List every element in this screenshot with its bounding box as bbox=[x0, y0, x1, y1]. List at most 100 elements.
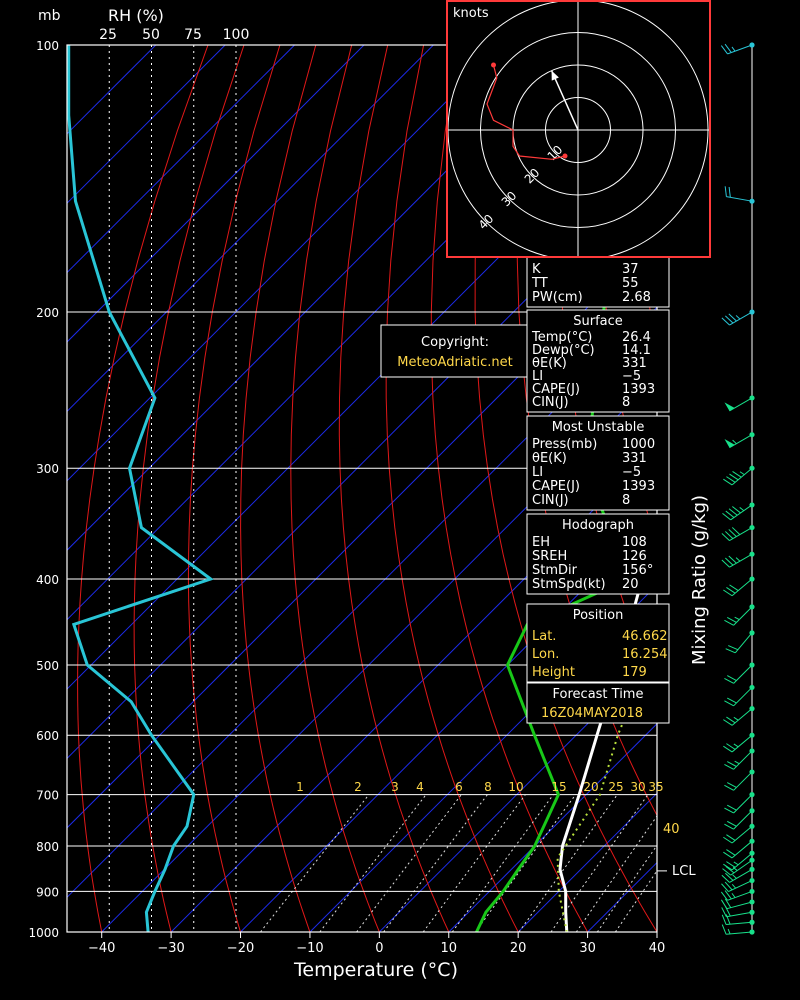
wind-barb bbox=[724, 395, 755, 412]
wind-barb bbox=[721, 524, 755, 542]
hodograph-endpoint bbox=[491, 62, 496, 68]
pressure-label: 600 bbox=[36, 729, 59, 743]
most_unstable-title: Most Unstable bbox=[552, 420, 645, 435]
isotherm-line bbox=[448, 723, 657, 932]
most_unstable-row-label: LI bbox=[532, 465, 543, 480]
pressure-label: 400 bbox=[36, 573, 59, 587]
mixing-ratio-label: 25 bbox=[608, 780, 623, 794]
wind-barb bbox=[724, 748, 755, 770]
pressure-label: 800 bbox=[36, 840, 59, 854]
rh-axis-label: RH (%) bbox=[108, 6, 164, 25]
indices-row-value: 37 bbox=[622, 262, 639, 277]
surface-row-label: LI bbox=[532, 369, 543, 384]
hodograph_params-panel: Hodograph EH 108 SREH 126 StmDir 156° StmSpd(kt… bbox=[526, 513, 670, 595]
pressure-label: 300 bbox=[36, 462, 59, 476]
wind-barbs bbox=[720, 42, 755, 935]
hodograph-endpoint bbox=[562, 153, 568, 159]
most_unstable-row-label: CAPE(J) bbox=[532, 479, 580, 494]
pressure-label: 200 bbox=[36, 306, 59, 320]
x-axis-label: Temperature (°C) bbox=[293, 959, 458, 981]
dry-adiabat-line bbox=[187, 45, 281, 932]
wind-barb bbox=[723, 732, 755, 753]
hodo-ring bbox=[480, 32, 676, 228]
x-tick-label: −10 bbox=[296, 941, 323, 956]
most_unstable-row-value: 331 bbox=[622, 451, 647, 466]
isotherm-line bbox=[67, 45, 295, 274]
hodograph_params-row-label: EH bbox=[532, 535, 550, 550]
surface-row-label: Dewp(°C) bbox=[532, 343, 595, 358]
dry-adiabat-line bbox=[783, 45, 800, 932]
position-title: Position bbox=[573, 608, 624, 623]
wind-barb bbox=[721, 309, 755, 326]
side-label-40: 40 bbox=[663, 822, 680, 837]
mixing-ratio-axis-label: Mixing Ratio (g/kg) bbox=[689, 495, 710, 665]
rh-grid-lines bbox=[108, 45, 237, 932]
storm-motion-arrow bbox=[550, 70, 579, 131]
mixing-ratio-line bbox=[422, 794, 526, 932]
position-row-label: Height bbox=[532, 665, 575, 680]
most_unstable-panel: Most Unstable Press(mb) 1000 θE(K) 331 LI −5 CA… bbox=[526, 415, 670, 511]
wind-barb bbox=[724, 186, 755, 204]
indices-row-value: 55 bbox=[622, 276, 639, 291]
wind-barb bbox=[723, 706, 755, 726]
dry-adiabat-line bbox=[711, 45, 800, 932]
position-row-value: 179 bbox=[622, 665, 647, 680]
pressure-unit-label: mb bbox=[38, 8, 61, 24]
isotherm-line bbox=[309, 584, 657, 932]
dry-adiabat-line bbox=[77, 45, 209, 932]
most_unstable-row-label: Press(mb) bbox=[532, 437, 597, 452]
hodograph_params-row-label: StmSpd(kt) bbox=[532, 577, 606, 592]
mixing-ratio-line bbox=[383, 794, 488, 932]
dry-adiabat-line bbox=[240, 45, 317, 932]
pressure-labels: 100 200 300 400 500 600 700 800 900 1000 bbox=[28, 39, 59, 940]
position-panel: Position Lat. 46.662 Lon. 16.254 Height 179 bbox=[526, 603, 670, 683]
hodograph_params-row-value: 156° bbox=[622, 563, 653, 578]
mixing-ratio-label: 2 bbox=[354, 780, 362, 794]
forecast-title: Forecast Time bbox=[553, 687, 644, 702]
wind-barb bbox=[723, 465, 755, 486]
surface-row-value: 14.1 bbox=[622, 343, 651, 358]
rh-tick-label: 75 bbox=[184, 27, 202, 43]
pressure-label: 1000 bbox=[28, 926, 59, 940]
mixing-ratio-line bbox=[518, 794, 618, 932]
wind-barb bbox=[720, 42, 755, 55]
indices-row-label: PW(cm) bbox=[532, 290, 583, 305]
copyright-line1: Copyright: bbox=[421, 335, 489, 350]
mixing-ratio-line bbox=[550, 794, 649, 932]
x-tick-label: 0 bbox=[375, 941, 383, 956]
isotherm-line bbox=[67, 45, 504, 482]
forecast-panel: Forecast Time 16Z04MAY2018 bbox=[526, 682, 670, 724]
mixing-ratio-label: 30 bbox=[630, 780, 645, 794]
most_unstable-row-value: −5 bbox=[622, 465, 641, 480]
wind-barb bbox=[721, 866, 755, 883]
mixing-ratio-label: 20 bbox=[583, 780, 598, 794]
mixing-ratio-label: 8 bbox=[484, 780, 492, 794]
wind-barb bbox=[724, 432, 755, 449]
dry-adiabat-line bbox=[338, 45, 450, 932]
most_unstable-row-value: 8 bbox=[622, 493, 630, 508]
isotherm-line bbox=[67, 306, 657, 899]
most_unstable-row-value: 1393 bbox=[622, 479, 655, 494]
hodograph_params-row-label: SREH bbox=[532, 549, 567, 564]
dry-adiabat-line bbox=[430, 45, 589, 932]
wind-barb bbox=[723, 823, 755, 844]
wind-barb bbox=[721, 924, 755, 935]
x-axis-ticks: −40 −30 −20 −10 0 10 20 30 40 bbox=[88, 932, 665, 956]
mixing-ratio-label: 1 bbox=[296, 780, 304, 794]
mixing-ratio-label: 3 bbox=[391, 780, 399, 794]
rh-profile bbox=[67, 45, 214, 932]
mixing-ratio-label: 6 bbox=[455, 780, 463, 794]
wind-barb bbox=[724, 662, 755, 684]
indices-row-label: TT bbox=[531, 276, 548, 291]
indices-panel: K 37 TT 55 PW(cm) 2.68 bbox=[526, 256, 670, 308]
rh-tick-label: 100 bbox=[223, 27, 250, 43]
isotherm-line bbox=[67, 237, 657, 829]
surface-row-value: 26.4 bbox=[622, 330, 651, 345]
dry-adiabat-line bbox=[290, 45, 380, 932]
wind-barb bbox=[722, 857, 755, 876]
x-tick-label: −20 bbox=[227, 941, 254, 956]
wind-barb bbox=[720, 888, 755, 901]
surface-row-label: Temp(°C) bbox=[531, 330, 592, 345]
